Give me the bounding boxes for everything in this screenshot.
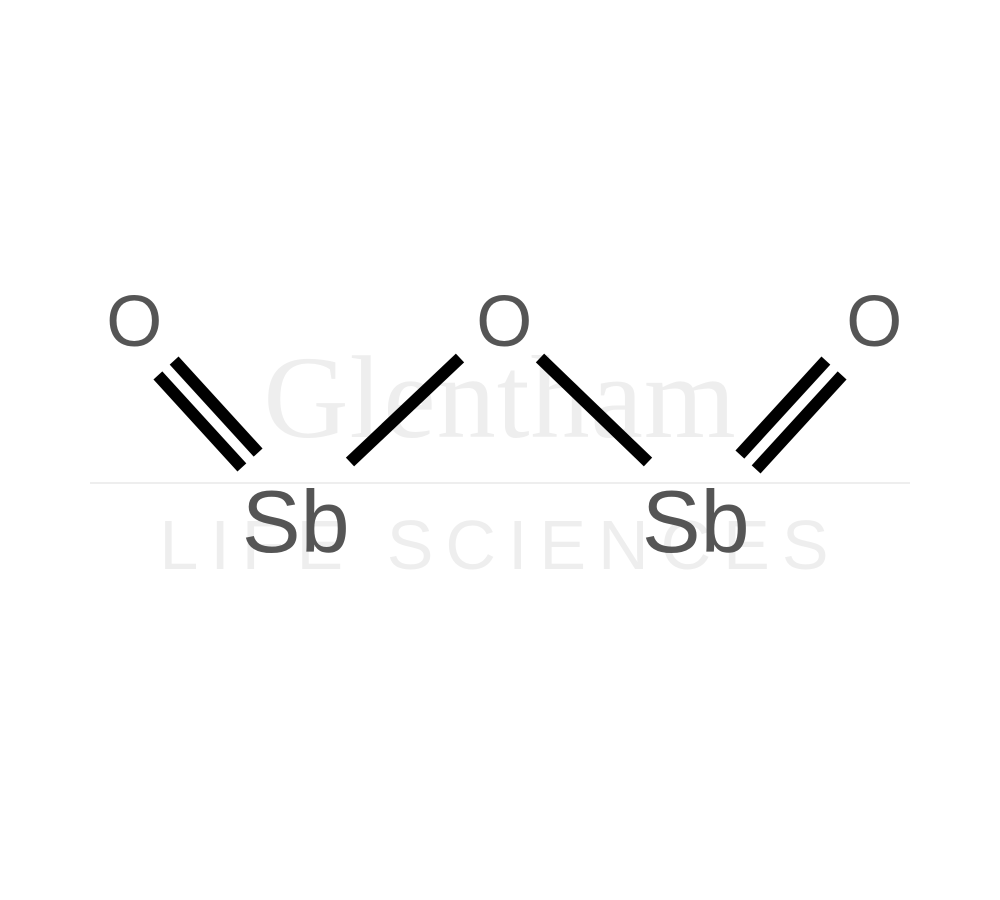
- diagram-stage: Glentham LIFE SCIENCES OSbOSbO: [0, 0, 1000, 900]
- atom-O2: O: [476, 286, 532, 358]
- bond-Sb1-O2: [350, 358, 460, 462]
- atom-O3: O: [846, 286, 902, 358]
- atom-O1: O: [106, 286, 162, 358]
- bond-O2-Sb2: [540, 358, 648, 462]
- bond-layer: [0, 0, 1000, 900]
- atom-Sb1: Sb: [242, 478, 350, 566]
- atom-Sb2: Sb: [642, 478, 750, 566]
